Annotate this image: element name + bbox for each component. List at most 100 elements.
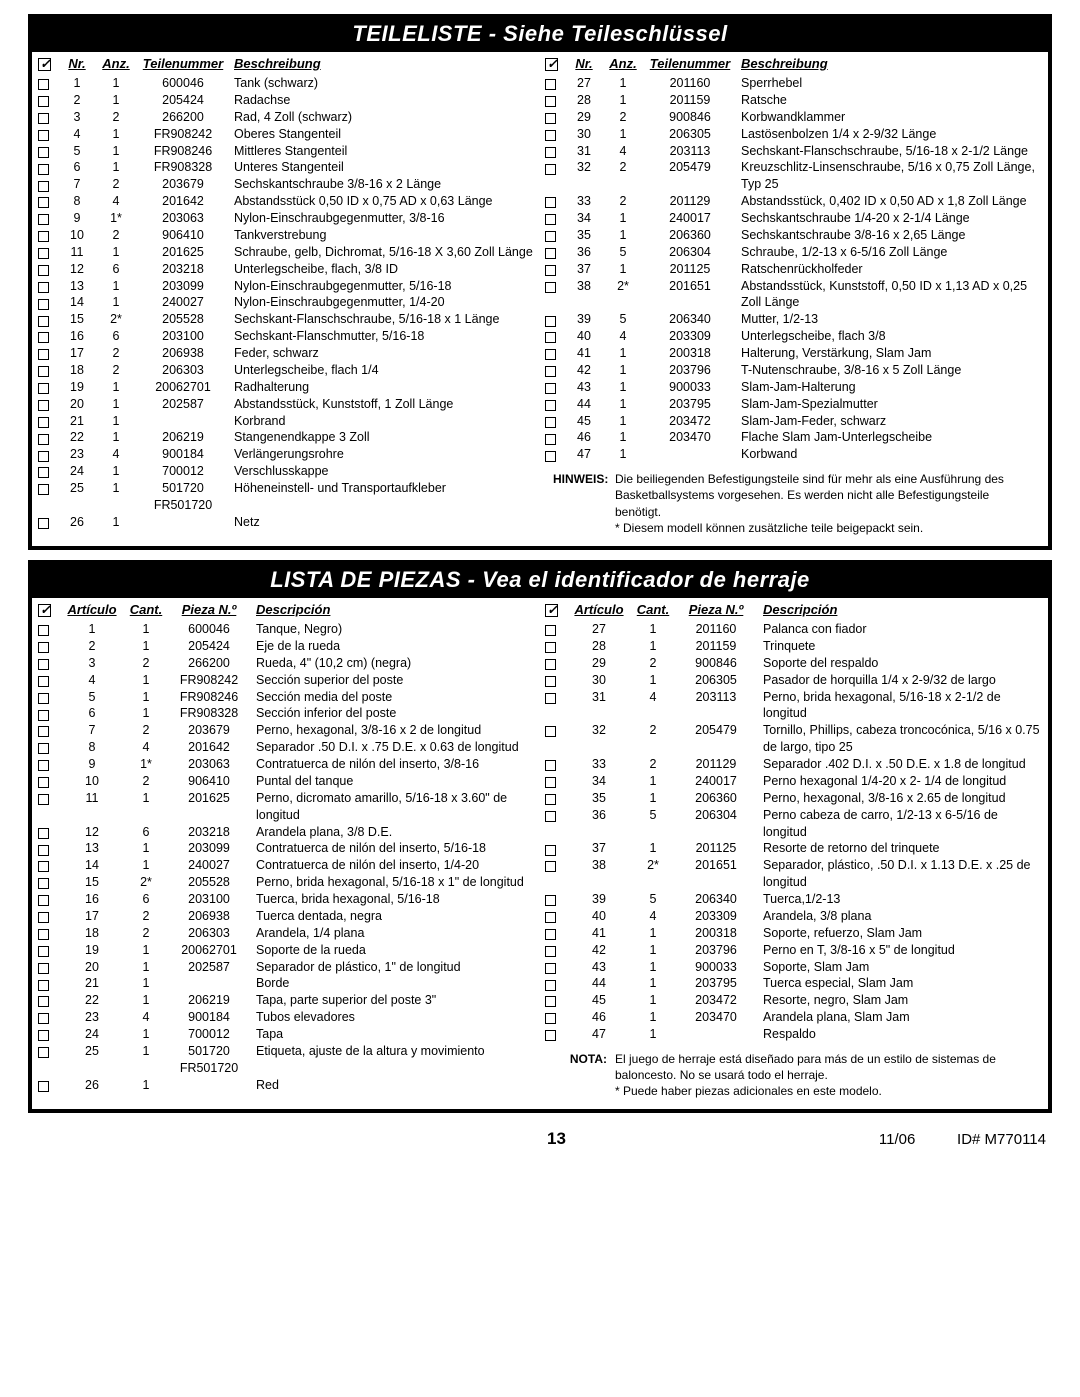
checkbox-icon[interactable]: [38, 366, 49, 377]
checkbox-icon[interactable]: [38, 676, 49, 687]
checkbox-icon[interactable]: [545, 659, 556, 670]
checkbox-icon[interactable]: [38, 96, 49, 107]
checkbox-icon[interactable]: [38, 113, 49, 124]
checkbox-icon[interactable]: [38, 777, 49, 788]
checkbox-icon[interactable]: [38, 642, 49, 653]
checkbox-icon[interactable]: [545, 845, 556, 856]
checkbox-icon[interactable]: [38, 383, 49, 394]
checkbox-icon[interactable]: [38, 79, 49, 90]
checkbox-icon[interactable]: [545, 164, 556, 175]
checkbox-icon[interactable]: [38, 1030, 49, 1041]
checkbox-icon[interactable]: [38, 963, 49, 974]
checkbox-icon[interactable]: [545, 676, 556, 687]
checkbox-icon[interactable]: [38, 845, 49, 856]
checkbox-icon[interactable]: [38, 248, 49, 259]
checkbox-icon[interactable]: [38, 518, 49, 529]
checkbox-icon[interactable]: [545, 383, 556, 394]
checkbox-icon[interactable]: [545, 1013, 556, 1024]
cell-qty: 2*: [94, 311, 138, 328]
checkbox-icon[interactable]: [38, 467, 49, 478]
checkbox-icon[interactable]: [545, 1030, 556, 1041]
checkbox-icon[interactable]: [545, 811, 556, 822]
checkbox-icon[interactable]: [38, 214, 49, 225]
checkbox-icon[interactable]: [545, 963, 556, 974]
checkbox-icon[interactable]: [545, 434, 556, 445]
checkbox-icon[interactable]: [545, 147, 556, 158]
checkbox-icon[interactable]: [38, 828, 49, 839]
checkbox-icon[interactable]: [38, 693, 49, 704]
checkbox-icon[interactable]: [545, 197, 556, 208]
checkbox-icon[interactable]: [545, 248, 556, 259]
cell-desc: Tuerca especial, Slam Jam: [757, 975, 1042, 992]
checkbox-icon[interactable]: [545, 625, 556, 636]
checkbox-icon[interactable]: [38, 794, 49, 805]
checkbox-icon[interactable]: [545, 912, 556, 923]
checkbox-icon[interactable]: [38, 400, 49, 411]
checkbox-icon[interactable]: [38, 130, 49, 141]
checkbox-icon[interactable]: [38, 625, 49, 636]
checkbox-icon[interactable]: [38, 996, 49, 1007]
checkbox-icon[interactable]: [38, 181, 49, 192]
checkbox-icon[interactable]: [38, 760, 49, 771]
checkbox-icon[interactable]: [545, 96, 556, 107]
checkbox-icon[interactable]: [545, 726, 556, 737]
checkbox-icon[interactable]: [38, 659, 49, 670]
checkbox-icon[interactable]: [38, 434, 49, 445]
checkbox-icon[interactable]: [38, 929, 49, 940]
checkbox-icon[interactable]: [38, 231, 49, 242]
checkbox-icon[interactable]: [38, 861, 49, 872]
checkbox-icon[interactable]: [545, 642, 556, 653]
checkbox-icon[interactable]: [38, 946, 49, 957]
checkbox-icon[interactable]: [545, 282, 556, 293]
checkbox-icon[interactable]: [545, 214, 556, 225]
checkbox-icon[interactable]: [38, 316, 49, 327]
checkbox-icon[interactable]: [545, 794, 556, 805]
checkbox-icon[interactable]: [38, 282, 49, 293]
checkbox-icon[interactable]: [38, 164, 49, 175]
checkbox-icon[interactable]: [38, 743, 49, 754]
checkbox-icon[interactable]: [38, 726, 49, 737]
checkbox-icon[interactable]: [545, 895, 556, 906]
checkbox-icon[interactable]: [545, 113, 556, 124]
checkbox-icon[interactable]: [38, 710, 49, 721]
checkbox-icon[interactable]: [38, 878, 49, 889]
checkbox-icon[interactable]: [545, 316, 556, 327]
checkbox-icon[interactable]: [38, 1013, 49, 1024]
checkbox-icon[interactable]: [545, 265, 556, 276]
checkbox-icon[interactable]: [38, 332, 49, 343]
checkbox-icon[interactable]: [545, 777, 556, 788]
checkbox-icon[interactable]: [545, 332, 556, 343]
checkbox-icon[interactable]: [545, 79, 556, 90]
checkbox-icon[interactable]: [545, 130, 556, 141]
parts-row: 34 1 240017 Perno hexagonal 1/4-20 x 2- …: [545, 773, 1042, 790]
checkbox-icon[interactable]: [38, 265, 49, 276]
checkbox-icon[interactable]: [545, 417, 556, 428]
checkbox-icon[interactable]: [545, 929, 556, 940]
checkbox-icon[interactable]: [38, 147, 49, 158]
checkbox-icon[interactable]: [38, 451, 49, 462]
cell-qty: 2: [631, 722, 675, 739]
checkbox-icon[interactable]: [38, 299, 49, 310]
checkbox-icon[interactable]: [38, 912, 49, 923]
checkbox-icon[interactable]: [545, 980, 556, 991]
checkbox-icon[interactable]: [545, 349, 556, 360]
checkbox-icon[interactable]: [545, 946, 556, 957]
cell-nr: 43: [567, 959, 631, 976]
checkbox-icon[interactable]: [38, 980, 49, 991]
checkbox-icon[interactable]: [38, 197, 49, 208]
checkbox-icon[interactable]: [38, 417, 49, 428]
cell-part: FR908246: [138, 143, 228, 160]
checkbox-icon[interactable]: [545, 451, 556, 462]
checkbox-icon[interactable]: [545, 400, 556, 411]
checkbox-icon[interactable]: [545, 760, 556, 771]
checkbox-icon[interactable]: [38, 1047, 49, 1058]
checkbox-icon[interactable]: [38, 1081, 49, 1092]
checkbox-icon[interactable]: [545, 693, 556, 704]
checkbox-icon[interactable]: [545, 861, 556, 872]
checkbox-icon[interactable]: [545, 231, 556, 242]
checkbox-icon[interactable]: [38, 895, 49, 906]
checkbox-icon[interactable]: [545, 366, 556, 377]
checkbox-icon[interactable]: [545, 996, 556, 1007]
checkbox-icon[interactable]: [38, 349, 49, 360]
checkbox-icon[interactable]: [38, 484, 49, 495]
